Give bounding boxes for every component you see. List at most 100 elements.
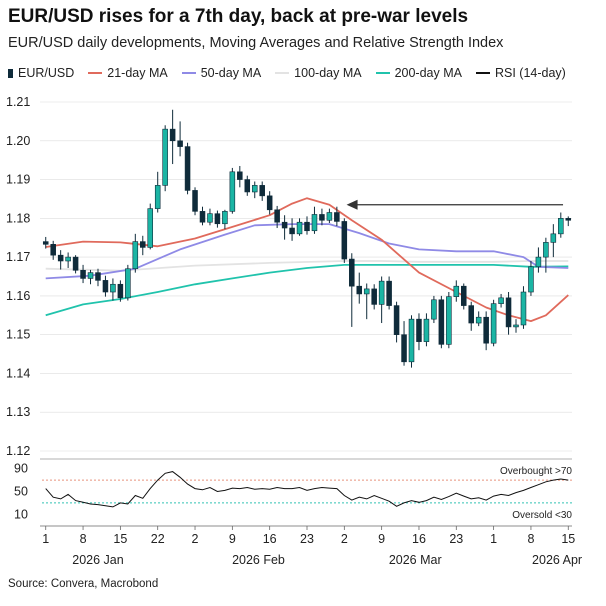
candles bbox=[42, 109, 572, 368]
line-icon bbox=[88, 72, 103, 74]
x-tick-label: 23 bbox=[449, 532, 463, 546]
candle-body bbox=[468, 305, 474, 324]
candle-body bbox=[117, 283, 124, 299]
candle-body bbox=[319, 214, 325, 221]
candle-body bbox=[244, 179, 251, 193]
line-icon bbox=[181, 72, 196, 74]
candle-body bbox=[311, 214, 318, 232]
candle-body bbox=[169, 128, 176, 142]
rsi-tick-label: 10 bbox=[14, 507, 28, 521]
candle-body bbox=[42, 241, 49, 245]
line-icon bbox=[475, 72, 490, 74]
candle-body bbox=[550, 233, 557, 243]
candle-body bbox=[289, 227, 295, 235]
source-note: Source: Convera, Macrobond bbox=[8, 578, 159, 590]
candle-body bbox=[214, 213, 221, 225]
month-label: 2026 Mar bbox=[389, 553, 442, 567]
candle-icon bbox=[8, 68, 13, 78]
x-tick-label: 16 bbox=[412, 532, 426, 546]
candle-body bbox=[237, 171, 243, 180]
candle-body bbox=[386, 280, 392, 306]
candle-body bbox=[401, 334, 407, 363]
candle-body bbox=[475, 316, 482, 324]
oversold-label: Oversold <30 bbox=[512, 510, 572, 521]
candle-body bbox=[251, 185, 258, 193]
candle-body bbox=[334, 212, 340, 222]
month-label: 2026 Feb bbox=[232, 553, 285, 567]
candle-body bbox=[356, 285, 363, 295]
candle-body bbox=[72, 256, 79, 271]
candle-body bbox=[483, 316, 489, 344]
chart-subtitle: EUR/USD daily developments, Moving Avera… bbox=[8, 35, 504, 51]
candle-body bbox=[378, 280, 385, 305]
candle-body bbox=[296, 221, 303, 235]
rsi-tick-label: 90 bbox=[14, 462, 28, 476]
month-label: 2026 Apr bbox=[532, 553, 582, 567]
candle-body bbox=[535, 256, 542, 268]
x-tick-label: 1 bbox=[490, 532, 497, 546]
y-tick-label: 1.12 bbox=[6, 444, 30, 458]
legend-item-ma50: 50-day MA bbox=[181, 66, 261, 80]
legend-label: 100-day MA bbox=[294, 66, 362, 80]
pre-war-arrow bbox=[346, 199, 564, 210]
candle-body bbox=[199, 211, 206, 223]
y-tick-label: 1.20 bbox=[6, 134, 30, 148]
x-tick-label: 16 bbox=[263, 532, 277, 546]
y-tick-label: 1.18 bbox=[6, 211, 30, 225]
candle-body bbox=[393, 305, 400, 335]
candle-body bbox=[460, 285, 467, 306]
candle-body bbox=[423, 318, 430, 342]
y-tick-label: 1.13 bbox=[6, 405, 30, 419]
x-tick-label: 15 bbox=[113, 532, 127, 546]
x-tick-label: 15 bbox=[561, 532, 575, 546]
x-tick-label: 9 bbox=[229, 532, 236, 546]
candle-body bbox=[147, 208, 154, 248]
legend-item-ma21: 21-day MA bbox=[88, 66, 168, 80]
y-tick-label: 1.17 bbox=[6, 250, 30, 264]
y-tick-label: 1.14 bbox=[6, 366, 30, 380]
candle-body bbox=[513, 324, 519, 328]
candle-body bbox=[498, 297, 504, 304]
candle-body bbox=[259, 185, 265, 197]
candle-body bbox=[229, 171, 236, 212]
legend-item-ma100: 100-day MA bbox=[275, 66, 362, 80]
ma200-line bbox=[45, 263, 569, 317]
legend-label: RSI (14-day) bbox=[494, 66, 566, 80]
rsi-tick-label: 50 bbox=[14, 485, 28, 499]
x-tick-label: 8 bbox=[80, 532, 87, 546]
x-tick-label: 9 bbox=[378, 532, 385, 546]
candle-body bbox=[565, 218, 572, 221]
candle-body bbox=[490, 303, 497, 344]
x-tick-label: 8 bbox=[527, 532, 534, 546]
x-tick-label: 23 bbox=[300, 532, 314, 546]
candle-body bbox=[65, 256, 71, 262]
candle-body bbox=[505, 297, 512, 328]
rsi-line bbox=[45, 471, 569, 508]
candle-body bbox=[371, 288, 377, 305]
x-tick-label: 2 bbox=[192, 532, 199, 546]
overbought-label: Overbought >70 bbox=[500, 466, 572, 477]
candle-body bbox=[453, 285, 460, 297]
candle-body bbox=[431, 299, 437, 320]
line-icon bbox=[375, 72, 390, 74]
candle-body bbox=[326, 212, 333, 221]
candle-body bbox=[408, 318, 415, 363]
y-tick-label: 1.15 bbox=[6, 328, 30, 342]
arrow-head bbox=[346, 199, 358, 210]
x-tick-label: 2 bbox=[341, 532, 348, 546]
legend-item-rsi: RSI (14-day) bbox=[475, 66, 566, 80]
candle-body bbox=[349, 258, 355, 287]
candle-body bbox=[110, 283, 116, 293]
legend-item-eurusd: EUR/USD bbox=[8, 66, 74, 80]
candle-body bbox=[57, 254, 64, 262]
candle-body bbox=[520, 291, 527, 326]
candle-body bbox=[543, 242, 549, 258]
candle-body bbox=[528, 266, 534, 293]
candle-body bbox=[140, 241, 146, 248]
candle-body bbox=[102, 280, 109, 293]
legend-label: 21-day MA bbox=[107, 66, 168, 80]
candle-body bbox=[558, 218, 564, 235]
chart-title: EUR/USD rises for a 7th day, back at pre… bbox=[8, 6, 469, 27]
grid-lines bbox=[40, 101, 572, 452]
